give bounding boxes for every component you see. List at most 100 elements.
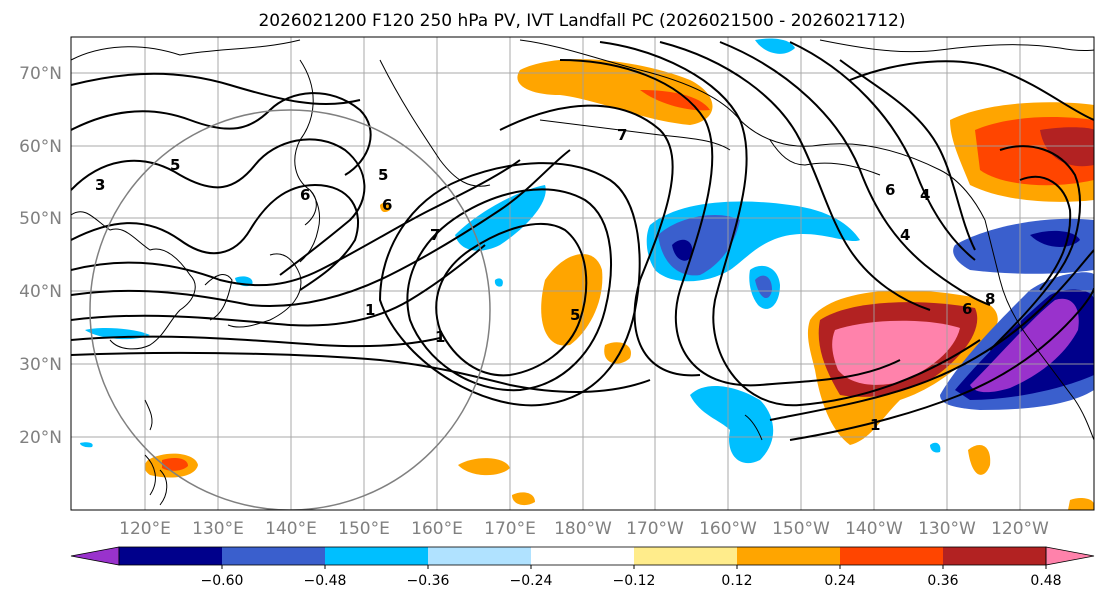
lat-label: 30°N xyxy=(19,355,62,375)
lon-label: 170°W xyxy=(626,519,684,539)
contour-label: 6 xyxy=(885,181,895,199)
shade-alaska-orange xyxy=(517,59,713,126)
shade-hawaii-cyan xyxy=(690,385,774,464)
colorbar-tick-label: −0.24 xyxy=(510,573,553,589)
coast-arctic xyxy=(819,39,1094,53)
lon-label: 160°W xyxy=(699,519,757,539)
contour-label: 7 xyxy=(430,226,440,244)
lat-label: 70°N xyxy=(19,64,62,84)
lon-label: 160°E xyxy=(411,519,463,539)
shade-orange-dot xyxy=(380,202,391,213)
pv-contours xyxy=(71,41,1094,441)
contour-label: 6 xyxy=(962,300,972,318)
shade-california-purple xyxy=(970,298,1079,393)
contour-line xyxy=(849,60,1094,121)
coast-philippines xyxy=(144,454,168,506)
shade-small-cyan-c xyxy=(930,442,941,453)
contour-line xyxy=(789,287,1094,441)
contour-line xyxy=(71,183,360,291)
contour-line xyxy=(71,72,361,105)
contour-line xyxy=(71,351,651,393)
lat-label: 60°N xyxy=(19,137,62,157)
shade-mid-blue xyxy=(755,275,772,299)
contour-label: 6 xyxy=(300,186,310,204)
radius-circle xyxy=(89,109,491,510)
colorbar-tick-label: −0.48 xyxy=(304,573,347,589)
contour-label: 7 xyxy=(617,126,627,144)
colorbar-swatch xyxy=(428,547,532,565)
shade-small-cyan-d xyxy=(80,442,93,448)
contour-line xyxy=(719,41,991,306)
coast-hawaii xyxy=(744,414,763,441)
colorbar-tick-label: 0.48 xyxy=(1030,573,1061,589)
figure-title: 2026021200 F120 250 hPa PV, IVT Landfall… xyxy=(258,11,905,31)
colorbar-tick-label: 0.12 xyxy=(721,573,752,589)
coast-kamchatka xyxy=(379,59,491,187)
coast-okhotsk xyxy=(294,59,317,226)
contour-line xyxy=(71,138,366,276)
contour-label: 1 xyxy=(870,416,880,434)
shade-orange-blob-c xyxy=(968,445,991,475)
contour-line xyxy=(71,149,571,307)
contour-line xyxy=(71,335,441,348)
colorbar-tick-label: 0.36 xyxy=(927,573,958,589)
colorbar-swatch xyxy=(840,547,944,565)
contour-label: 4 xyxy=(920,186,930,204)
colorbar-swatch xyxy=(943,547,1047,565)
colorbar-extend-high xyxy=(1045,546,1095,566)
colorbar-swatch xyxy=(325,547,429,565)
latitude-labels: 70°N 60°N 50°N 40°N 30°N 20°N xyxy=(19,64,62,448)
map-frame xyxy=(70,36,1095,511)
coast-japan xyxy=(227,253,302,328)
shade-small-cyan-b xyxy=(494,278,503,287)
shade-orange-corner xyxy=(1068,497,1094,510)
colorbar-tick-label: −0.60 xyxy=(201,573,244,589)
contour-label: 5 xyxy=(170,156,180,174)
lon-label: 170°E xyxy=(484,519,536,539)
colorbar-tick-label: −0.12 xyxy=(613,573,656,589)
colorbar-swatch xyxy=(634,547,738,565)
shade-small-orange xyxy=(604,342,631,364)
shade-gulf-navy xyxy=(672,239,693,261)
lon-label: 120°E xyxy=(119,519,171,539)
lon-label: 120°W xyxy=(991,519,1049,539)
lon-label: 180°W xyxy=(554,519,612,539)
coast-siberia xyxy=(71,39,301,61)
lon-label: 150°W xyxy=(772,519,830,539)
contour-line xyxy=(435,222,588,377)
colorbar-frame xyxy=(118,546,1047,566)
shade-arctic-cyan xyxy=(755,38,795,54)
contour-line xyxy=(1019,175,1072,291)
coast-china xyxy=(71,211,196,350)
lon-label: 130°W xyxy=(918,519,976,539)
contour-line xyxy=(789,41,976,261)
colorbar-tick-label: −0.36 xyxy=(407,573,450,589)
coast-westcoast xyxy=(984,219,1094,441)
shade-canada-darkred xyxy=(1040,127,1094,167)
contour-line xyxy=(499,104,701,377)
coast-taiwan xyxy=(144,399,153,431)
contour-label: 4 xyxy=(900,226,910,244)
contour-line xyxy=(659,41,931,311)
contour-line xyxy=(599,41,981,407)
lon-label: 150°E xyxy=(338,519,390,539)
contour-label: 8 xyxy=(985,290,995,308)
colorbar-extend-low xyxy=(70,546,120,566)
contour-line xyxy=(769,249,1094,421)
colorbar-tick-label: 0.24 xyxy=(824,573,855,589)
colorbar: −0.60 −0.48 −0.36 −0.24 −0.12 0.12 0.24 0.36 0.4… xyxy=(70,546,1095,589)
contour-labels: 5 6 7 1 6 5 1 7 6 4 1 4 6 5 3 8 xyxy=(95,126,995,434)
lon-label: 130°E xyxy=(192,519,244,539)
shade-philippines-red xyxy=(162,458,188,471)
lon-label: 140°W xyxy=(845,519,903,539)
lat-label: 50°N xyxy=(19,209,62,229)
graticule xyxy=(71,37,1094,510)
contour-label: 5 xyxy=(570,306,580,324)
longitude-labels: 120°E 130°E 140°E 150°E 160°E 170°E 180°… xyxy=(119,519,1049,539)
contour-label: 6 xyxy=(382,196,392,214)
shade-pacific-pink xyxy=(832,320,960,385)
contour-line xyxy=(839,59,976,251)
colorbar-swatch xyxy=(737,547,841,565)
shade-orange-blob-b xyxy=(512,492,535,506)
